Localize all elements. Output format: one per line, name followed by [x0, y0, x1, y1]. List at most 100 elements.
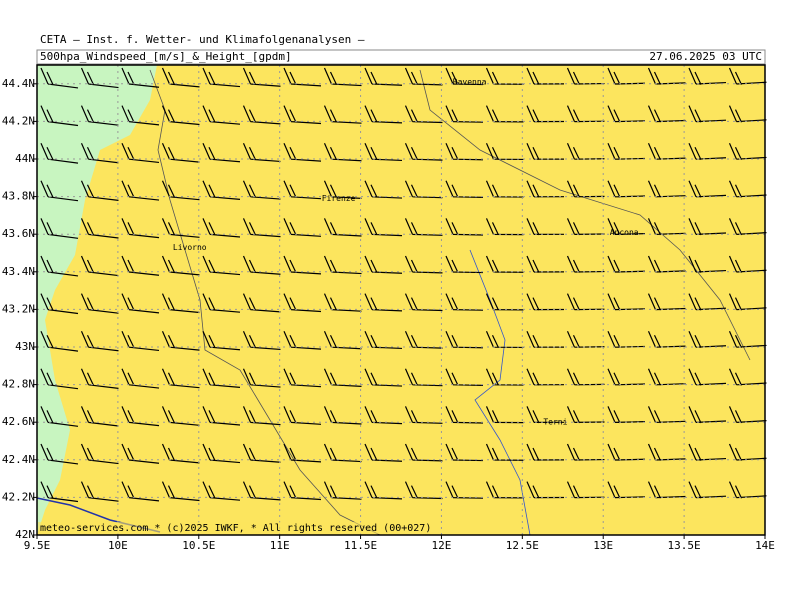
- wind-barb: [404, 293, 443, 312]
- wind-barb: [202, 368, 241, 388]
- low-wind-area: [37, 65, 157, 535]
- y-tick-label: 43N: [15, 340, 35, 353]
- y-tick-label: 43.8N: [2, 190, 35, 203]
- y-tick-label: 44N: [15, 152, 35, 165]
- wind-barb: [202, 142, 241, 163]
- wind-barb: [647, 255, 686, 273]
- wind-barb: [364, 105, 403, 124]
- wind-barb: [121, 368, 160, 389]
- wind-barb: [688, 443, 727, 461]
- wind-barb: [728, 443, 767, 461]
- wind-barb: [404, 406, 443, 424]
- wind-barb: [161, 67, 200, 88]
- wind-barb: [688, 218, 727, 236]
- wind-barb: [242, 218, 281, 238]
- wind-barb: [80, 481, 119, 502]
- wind-barb: [283, 142, 322, 162]
- wind-barb: [121, 180, 160, 201]
- wind-barb: [364, 481, 403, 500]
- wind-barb: [404, 218, 443, 236]
- wind-barb: [647, 180, 686, 198]
- wind-barb: [647, 218, 686, 236]
- wind-barb: [121, 67, 160, 88]
- y-tick-label: 42.4N: [2, 453, 35, 466]
- city-label: Firenze: [322, 194, 356, 203]
- wind-barb: [202, 481, 241, 501]
- valid-time: 27.06.2025 03 UTC: [649, 50, 762, 63]
- wind-barb: [161, 218, 200, 238]
- wind-barb: [688, 142, 727, 161]
- x-tick-label: 9.5E: [24, 539, 51, 552]
- wind-barb: [40, 406, 79, 427]
- product: 500hpa_Windspeed_[m/s]_&_Height_[gpdm]: [40, 50, 292, 63]
- wind-barb: [283, 406, 322, 425]
- city-label: Ancona: [610, 228, 639, 237]
- wind-barb: [688, 406, 727, 424]
- wind-barb: [40, 255, 79, 277]
- y-tick-label: 42.6N: [2, 415, 35, 428]
- wind-barb: [161, 255, 200, 276]
- wind-barb: [404, 481, 443, 500]
- wind-barb: [323, 105, 362, 124]
- wind-barb: [80, 180, 119, 201]
- wind-barb: [40, 293, 79, 315]
- wind-barb: [323, 368, 362, 387]
- x-tick-label: 12E: [432, 539, 452, 552]
- wind-barb: [283, 255, 322, 275]
- x-tick-label: 14E: [755, 539, 775, 552]
- wind-barb: [688, 105, 727, 123]
- wind-barb: [647, 481, 686, 499]
- wind-barb: [80, 293, 119, 314]
- y-tick-label: 43.2N: [2, 302, 35, 315]
- wind-barb: [242, 293, 281, 313]
- wind-field: [37, 65, 765, 535]
- wind-barb: [161, 406, 200, 426]
- x-tick-label: 12.5E: [506, 539, 539, 552]
- wind-barb: [40, 67, 79, 89]
- wind-barb: [80, 105, 119, 126]
- wind-barb: [121, 255, 160, 276]
- wind-barb: [80, 368, 119, 389]
- wind-barb: [121, 330, 160, 352]
- wind-barb: [121, 105, 160, 126]
- wind-barb: [688, 330, 727, 349]
- wind-barb: [161, 180, 200, 201]
- wind-barb: [364, 443, 403, 462]
- wind-barb: [647, 105, 686, 123]
- wind-barb: [688, 368, 727, 386]
- wind-barb: [647, 142, 686, 161]
- wind-barb: [202, 255, 241, 276]
- wind-barb: [404, 330, 443, 349]
- y-tick-label: 42.8N: [2, 378, 35, 391]
- wind-barb: [202, 180, 241, 200]
- wind-barb: [647, 368, 686, 386]
- wind-barb: [404, 443, 443, 462]
- wind-barb: [323, 443, 362, 463]
- wind-barb: [688, 481, 727, 499]
- x-tick-label: 13E: [593, 539, 613, 552]
- wind-barb: [404, 180, 443, 199]
- wind-barb: [80, 255, 119, 277]
- wind-barb: [647, 67, 686, 85]
- wind-barb: [364, 368, 403, 387]
- wind-barb: [323, 180, 362, 199]
- wind-barb: [283, 105, 322, 125]
- x-tick-label: 11.5E: [344, 539, 377, 552]
- city-label: Ravenna: [453, 77, 487, 86]
- wind-barb: [323, 293, 362, 312]
- wind-barb: [283, 180, 322, 200]
- wind-barb: [647, 406, 686, 424]
- wind-barb: [728, 105, 767, 123]
- wind-barb: [728, 368, 767, 386]
- map-frame: [36, 64, 766, 536]
- x-tick-label: 10E: [108, 539, 128, 552]
- wind-barb: [283, 368, 322, 388]
- coastline: [149, 69, 381, 536]
- wind-barb: [404, 67, 443, 86]
- y-tick-label: 43.4N: [2, 265, 35, 278]
- wind-barb: [202, 443, 241, 464]
- wind-barb: [404, 142, 443, 161]
- wind-barb: [323, 330, 362, 350]
- wind-barb: [364, 293, 403, 312]
